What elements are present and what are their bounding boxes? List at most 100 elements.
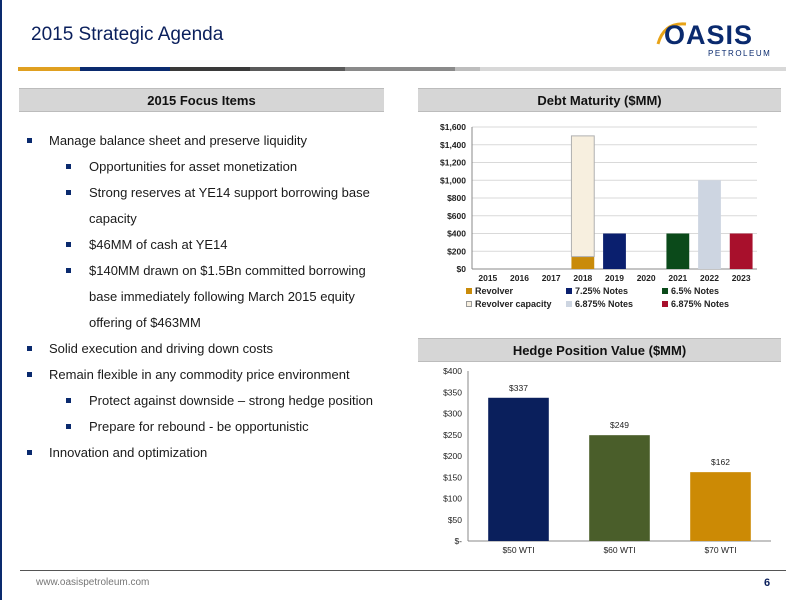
hedge-position-header: Hedge Position Value ($MM)	[418, 338, 781, 362]
focus-bullet: Solid execution and driving down costs	[25, 336, 395, 362]
focus-bullet: Prepare for rebound - be opportunistic	[25, 414, 395, 440]
focus-bullet: Strong reserves at YE14 support borrowin…	[25, 180, 395, 232]
bullet-text: $46MM of cash at YE14	[89, 237, 228, 252]
legend-label: Revolver capacity	[475, 299, 552, 309]
x-tick-label: 2016	[510, 273, 529, 283]
y-tick-label: $350	[443, 387, 462, 397]
x-tick-label: 2020	[637, 273, 656, 283]
y-tick-label: $300	[443, 409, 462, 419]
bullet-text: Strong reserves at YE14 support borrowin…	[89, 185, 370, 226]
stripe-segment	[480, 67, 786, 71]
bullet-text: $140MM drawn on $1.5Bn committed borrowi…	[89, 263, 366, 330]
stripe-segment	[170, 67, 250, 71]
y-tick-label: $600	[447, 211, 466, 221]
legend-item: 6.875% Notes	[662, 299, 729, 309]
bar-revolver-2018	[571, 256, 595, 269]
y-tick-label: $250	[443, 430, 462, 440]
y-tick-label: $0	[457, 264, 467, 274]
bullet-square-icon	[27, 372, 32, 377]
footer-divider	[20, 570, 786, 571]
legend-label: 6.875% Notes	[575, 299, 634, 309]
y-tick-label: $150	[443, 472, 462, 482]
x-tick-label: 2015	[478, 273, 497, 283]
y-tick-label: $-	[454, 536, 462, 546]
x-tick-label: 2017	[542, 273, 561, 283]
legend-item: 6.5% Notes	[662, 286, 719, 296]
y-tick-label: $400	[443, 366, 462, 376]
legend-swatch	[662, 288, 668, 294]
legend-swatch	[566, 301, 572, 307]
bullet-square-icon	[27, 346, 32, 351]
legend-item: Revolver	[466, 286, 513, 296]
bullet-square-icon	[27, 138, 32, 143]
x-tick-label: $50 WTI	[502, 545, 534, 555]
x-tick-label: 2022	[700, 273, 719, 283]
stripe-segment	[80, 67, 170, 71]
legend-item: Revolver capacity	[466, 299, 552, 309]
bar-revolver-capacity-2018	[570, 135, 595, 258]
bullet-text: Solid execution and driving down costs	[49, 341, 274, 356]
data-label: $337	[509, 383, 528, 393]
x-tick-label: 2021	[668, 273, 687, 283]
company-logo: OASIS PETROLEUM	[656, 18, 774, 60]
stripe-segment	[250, 67, 345, 71]
legend-label: 6.875% Notes	[671, 299, 730, 309]
y-tick-label: $1,000	[440, 175, 466, 185]
focus-bullet: Opportunities for asset monetization	[25, 154, 395, 180]
legend-item: 7.25% Notes	[566, 286, 628, 296]
focus-bullet: Innovation and optimization	[25, 440, 395, 466]
bullet-square-icon	[27, 450, 32, 455]
page-number: 6	[764, 577, 771, 589]
bullet-text: Remain flexible in any commodity price e…	[49, 367, 350, 382]
bar-7-25-notes-2019	[603, 233, 626, 269]
debt-maturity-header: Debt Maturity ($MM)	[418, 88, 781, 112]
bullet-square-icon	[66, 268, 71, 273]
legend-label: 6.5% Notes	[671, 286, 720, 296]
y-tick-label: $50	[448, 515, 462, 525]
legend-label: Revolver	[475, 286, 514, 296]
footer-url: www.oasispetroleum.com	[36, 577, 150, 588]
logo-swoosh	[656, 22, 687, 45]
bullet-square-icon	[66, 424, 71, 429]
x-tick-label: $70 WTI	[704, 545, 736, 555]
bullet-text: Innovation and optimization	[49, 445, 208, 460]
focus-bullet: $140MM drawn on $1.5Bn committed borrowi…	[25, 258, 395, 336]
legend-swatch	[466, 288, 472, 294]
y-tick-label: $1,400	[440, 140, 466, 150]
stripe-segment	[18, 67, 80, 71]
bullet-square-icon	[66, 164, 71, 169]
hedge-bar-1	[488, 397, 549, 541]
bar-6-5-notes-2021	[666, 233, 690, 269]
focus-bullet: Protect against downside – strong hedge …	[25, 388, 395, 414]
legend-swatch	[662, 301, 668, 307]
stripe-segment	[345, 67, 455, 71]
focus-bullet: Remain flexible in any commodity price e…	[25, 362, 395, 388]
x-tick-label: 2019	[605, 273, 624, 283]
bullet-square-icon	[66, 242, 71, 247]
x-tick-label: $60 WTI	[603, 545, 635, 555]
y-tick-label: $800	[447, 193, 466, 203]
y-tick-label: $100	[443, 494, 462, 504]
oasis-logo-graphic: OASIS PETROLEUM	[656, 20, 770, 58]
bullet-text: Prepare for rebound - be opportunistic	[89, 419, 309, 434]
hedge-bar-2	[589, 435, 650, 541]
legend-item: 6.875% Notes	[566, 299, 633, 309]
hedge-position-chart: $- $50 $100 $150 $200 $250 $300 $350 $400 $337 $50…	[443, 366, 771, 555]
x-tick-label: 2018	[573, 273, 592, 283]
data-label: $162	[711, 457, 730, 467]
legend-swatch	[466, 301, 472, 307]
legend-swatch	[566, 288, 572, 294]
stripe-segment	[455, 67, 480, 71]
bar-6-875-notes-2022	[698, 180, 721, 269]
focus-items-header: 2015 Focus Items	[19, 88, 384, 112]
y-tick-label: $400	[447, 229, 466, 239]
bullet-text: Opportunities for asset monetization	[89, 159, 298, 174]
left-edge-rule	[0, 0, 2, 600]
bullet-square-icon	[66, 190, 71, 195]
logo-word: OASIS	[664, 20, 753, 50]
x-tick-label: 2023	[732, 273, 751, 283]
focus-bullet: Manage balance sheet and preserve liquid…	[25, 128, 395, 154]
y-tick-label: $200	[443, 451, 462, 461]
hedge-bar-3	[690, 472, 751, 541]
focus-bullet-list: Manage balance sheet and preserve liquid…	[25, 128, 395, 466]
